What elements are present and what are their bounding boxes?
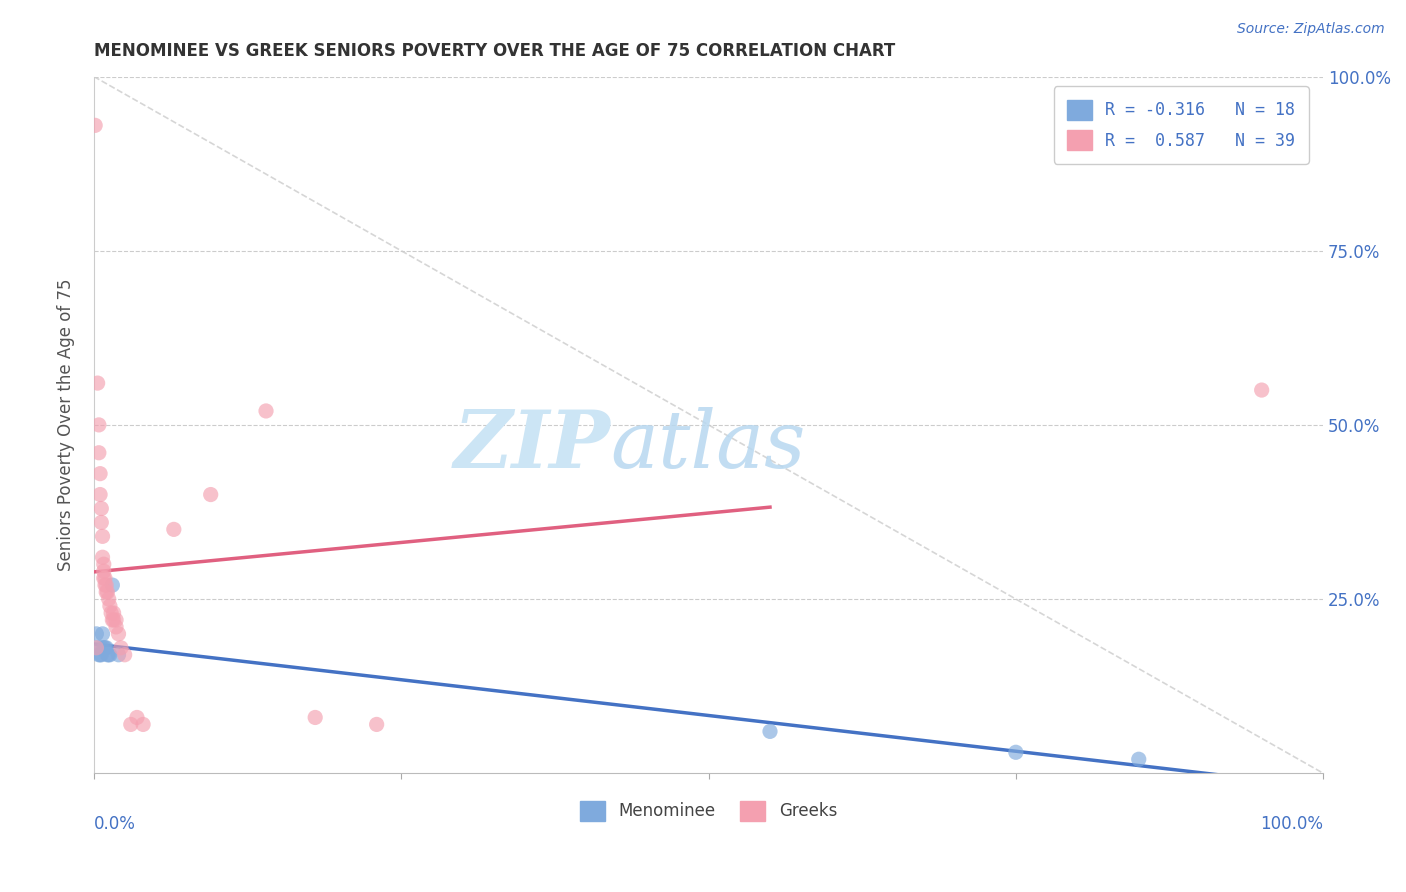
Point <box>1005 745 1028 759</box>
Point <box>100 606 122 620</box>
Point <box>86 640 108 655</box>
Point <box>96 648 118 662</box>
Point <box>366 717 388 731</box>
Point <box>86 627 108 641</box>
Point <box>86 376 108 390</box>
Point <box>304 710 326 724</box>
Point <box>89 487 111 501</box>
Point <box>87 417 110 432</box>
Point <box>125 710 148 724</box>
Point <box>98 599 121 613</box>
Point <box>101 578 124 592</box>
Point <box>1128 752 1150 766</box>
Point <box>94 640 117 655</box>
Point <box>91 550 114 565</box>
Point <box>94 578 117 592</box>
Point <box>96 585 118 599</box>
Point <box>86 640 108 655</box>
Point <box>96 578 118 592</box>
Point <box>89 467 111 481</box>
Point <box>90 516 112 530</box>
Text: 100.0%: 100.0% <box>1260 815 1323 833</box>
Point <box>89 648 111 662</box>
Point <box>96 585 118 599</box>
Point <box>163 522 186 536</box>
Point <box>96 640 118 655</box>
Point <box>103 613 125 627</box>
Point <box>93 640 115 655</box>
Text: ZIP: ZIP <box>453 407 610 484</box>
Point <box>1250 383 1272 397</box>
Point <box>91 529 114 543</box>
Point <box>105 613 128 627</box>
Point <box>90 501 112 516</box>
Point <box>254 404 277 418</box>
Point <box>107 648 129 662</box>
Point <box>91 627 114 641</box>
Y-axis label: Seniors Poverty Over the Age of 75: Seniors Poverty Over the Age of 75 <box>58 278 75 571</box>
Point <box>94 571 117 585</box>
Point <box>105 620 128 634</box>
Point <box>93 564 115 578</box>
Point <box>103 606 125 620</box>
Point <box>120 717 142 731</box>
Point <box>759 724 782 739</box>
Text: MENOMINEE VS GREEK SENIORS POVERTY OVER THE AGE OF 75 CORRELATION CHART: MENOMINEE VS GREEK SENIORS POVERTY OVER … <box>94 42 896 60</box>
Point <box>132 717 155 731</box>
Text: 0.0%: 0.0% <box>94 815 136 833</box>
Point <box>107 627 129 641</box>
Text: Source: ZipAtlas.com: Source: ZipAtlas.com <box>1237 22 1385 37</box>
Point <box>97 648 120 662</box>
Point <box>93 571 115 585</box>
Point <box>93 558 115 572</box>
Point <box>114 648 136 662</box>
Legend: Menominee, Greeks: Menominee, Greeks <box>574 794 844 828</box>
Text: atlas: atlas <box>610 407 806 484</box>
Point <box>98 648 121 662</box>
Point <box>87 446 110 460</box>
Point <box>97 592 120 607</box>
Point <box>101 613 124 627</box>
Point <box>200 487 222 501</box>
Point <box>84 119 107 133</box>
Point <box>110 640 132 655</box>
Point <box>90 648 112 662</box>
Point <box>90 640 112 655</box>
Point <box>87 648 110 662</box>
